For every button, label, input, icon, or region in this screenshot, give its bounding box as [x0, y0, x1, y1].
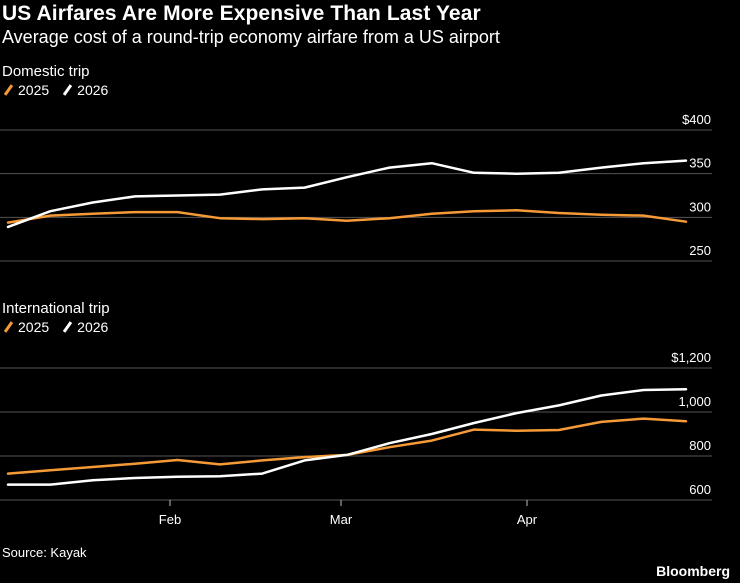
international-y-tick-label: 800	[689, 438, 711, 453]
international-legend-2026-label: 2026	[77, 319, 109, 335]
domestic-legend-2025: 2025	[3, 82, 50, 98]
international-y-tick-label: 600	[689, 482, 711, 497]
brand-logo: Bloomberg	[656, 563, 730, 579]
domestic-legend-2026: 2026	[62, 82, 109, 98]
chart-subtitle: Average cost of a round-trip economy air…	[2, 27, 500, 47]
domestic-legend: 2025 2026	[3, 82, 122, 98]
international-y-tick-label: 1,000	[678, 394, 711, 409]
domestic-y-tick-label: $400	[682, 112, 711, 127]
source-note: Source: Kayak	[2, 545, 87, 560]
domestic-y-tick-label: 300	[689, 199, 711, 214]
international-legend-2025-label: 2025	[18, 319, 50, 335]
international-legend: 2025 2026	[3, 319, 122, 335]
domestic-legend-2026-label: 2026	[77, 82, 109, 98]
international-series-2026-line	[6, 388, 688, 486]
domestic-legend-2025-label: 2025	[18, 82, 50, 98]
domestic-series-2026-line	[6, 159, 688, 229]
international-y-tick-label: $1,200	[671, 350, 711, 365]
international-x-tick-label: Mar	[330, 512, 353, 527]
domestic-panel-title: Domestic trip	[2, 63, 90, 80]
domestic-y-tick-label: 250	[689, 243, 711, 258]
international-series-2025-line	[6, 417, 688, 475]
international-x-tick-label: Apr	[517, 512, 538, 527]
chart-title: US Airfares Are More Expensive Than Last…	[2, 2, 481, 25]
international-x-tick-label: Feb	[159, 512, 181, 527]
international-legend-2026: 2026	[62, 319, 109, 335]
domestic-series-2025-line	[6, 209, 688, 224]
international-panel-title: International trip	[2, 300, 110, 317]
international-legend-2025: 2025	[3, 319, 50, 335]
domestic-y-tick-label: 350	[689, 156, 711, 171]
